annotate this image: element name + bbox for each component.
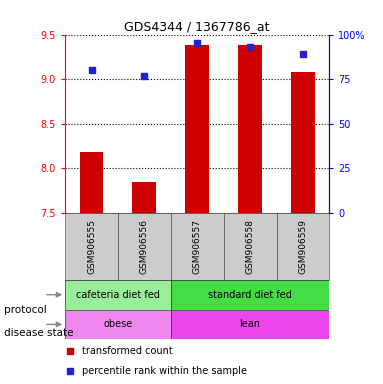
Text: GSM906555: GSM906555 [87, 219, 96, 274]
Text: percentile rank within the sample: percentile rank within the sample [82, 366, 247, 376]
Text: cafeteria diet fed: cafeteria diet fed [76, 290, 160, 300]
Bar [65, 213, 118, 280]
Bar [133, 182, 156, 213]
Text: GSM906559: GSM906559 [298, 219, 308, 274]
Bar [65, 310, 171, 339]
Bar [80, 152, 103, 213]
Text: disease state: disease state [4, 328, 73, 338]
Bar [171, 213, 224, 280]
Text: GSM906557: GSM906557 [193, 219, 202, 274]
Point [300, 51, 306, 57]
Bar [118, 213, 171, 280]
Bar [238, 45, 262, 213]
Bar [185, 45, 209, 213]
Title: GDS4344 / 1367786_at: GDS4344 / 1367786_at [124, 20, 270, 33]
Bar [224, 213, 277, 280]
Text: GSM906558: GSM906558 [246, 219, 255, 274]
Bar [171, 280, 329, 310]
Bar [171, 310, 329, 339]
Point [141, 73, 147, 79]
Text: protocol: protocol [4, 305, 47, 315]
Text: lean: lean [240, 319, 260, 329]
Point [247, 44, 253, 50]
Text: standard diet fed: standard diet fed [208, 290, 292, 300]
Point [88, 67, 95, 73]
Bar [65, 280, 171, 310]
Point [194, 40, 200, 46]
Bar [277, 213, 329, 280]
Bar [291, 72, 315, 213]
Text: obese: obese [103, 319, 133, 329]
Text: transformed count: transformed count [82, 346, 173, 356]
Text: GSM906556: GSM906556 [140, 219, 149, 274]
